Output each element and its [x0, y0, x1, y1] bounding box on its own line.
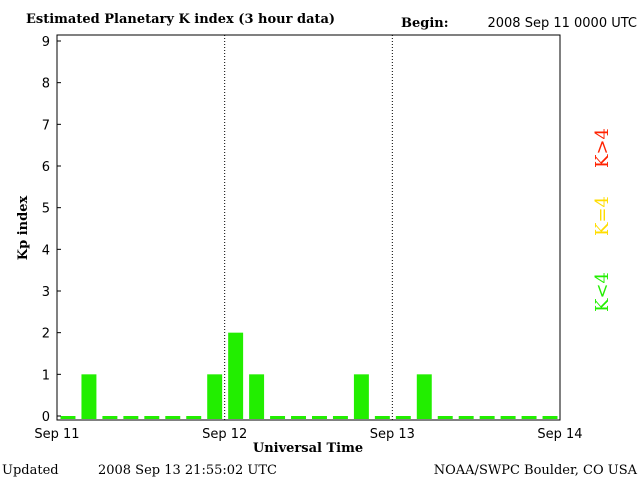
- kp-bar: [270, 416, 286, 419]
- kp-bar: [374, 416, 390, 419]
- bars: [60, 332, 558, 419]
- kp-bar: [186, 416, 202, 419]
- y-axis-label: Kp index: [16, 196, 31, 261]
- y-tick-label: 7: [42, 118, 50, 133]
- kp-bar: [102, 416, 118, 419]
- kp-bar: [312, 416, 327, 419]
- begin-value: 2008 Sep 11 0000 UTC: [487, 16, 637, 31]
- kp-bar: [81, 374, 97, 419]
- kp-bar: [291, 416, 306, 419]
- begin-label: Begin:: [401, 16, 449, 31]
- y-tick-label: 3: [42, 285, 50, 300]
- y-tick-label: 9: [42, 35, 50, 50]
- legend-entry: K<4: [592, 272, 613, 312]
- kp-bar: [332, 416, 348, 419]
- y-tick-label: 8: [42, 77, 50, 92]
- kp-bar: [542, 416, 558, 419]
- kp-bar: [395, 416, 411, 419]
- x-tick-label: Sep 12: [202, 427, 247, 442]
- kp-bar: [207, 374, 223, 419]
- plot-frame: [56, 34, 561, 421]
- credit-text: NOAA/SWPC Boulder, CO USA: [434, 463, 638, 478]
- updated-label: Updated: [2, 463, 59, 478]
- y-tick-label: 0: [42, 410, 50, 425]
- legend: K<4 K=4 K>4: [592, 128, 613, 312]
- y-tick-label: 2: [42, 327, 50, 342]
- kp-bar: [123, 416, 139, 419]
- kp-bar: [144, 416, 160, 419]
- y-tick-label: 1: [42, 368, 50, 383]
- legend-entry: K=4: [592, 196, 613, 236]
- kp-bar: [437, 416, 453, 419]
- kp-bar: [60, 416, 76, 419]
- y-tick-label: 4: [42, 243, 50, 258]
- kp-bar: [228, 332, 244, 419]
- kp-bar: [165, 416, 181, 419]
- x-tick-label: Sep 14: [537, 427, 582, 442]
- kp-bar: [249, 374, 265, 419]
- kp-bar: [458, 416, 474, 419]
- x-tick-label: Sep 13: [370, 427, 415, 442]
- chart-title: Estimated Planetary K index (3 hour data…: [26, 12, 335, 27]
- x-axis-label: Universal Time: [253, 441, 363, 456]
- y-tick-label: 5: [42, 202, 50, 217]
- kp-bar: [500, 416, 516, 419]
- day-dividers: [224, 35, 393, 420]
- y-axis-ticks: 0 1 2 3 4 5 6 7 8 9: [42, 35, 61, 425]
- kp-bar: [416, 374, 432, 419]
- updated-value: 2008 Sep 13 21:55:02 UTC: [98, 463, 277, 478]
- x-axis-ticks: Sep 11 Sep 12 Sep 13 Sep 14: [34, 427, 582, 442]
- y-tick-label: 6: [42, 160, 50, 175]
- kp-bar: [353, 374, 369, 419]
- kp-bar: [521, 416, 537, 419]
- kp-bar: [479, 416, 495, 419]
- legend-entry: K>4: [592, 128, 613, 168]
- x-tick-label: Sep 11: [34, 427, 79, 442]
